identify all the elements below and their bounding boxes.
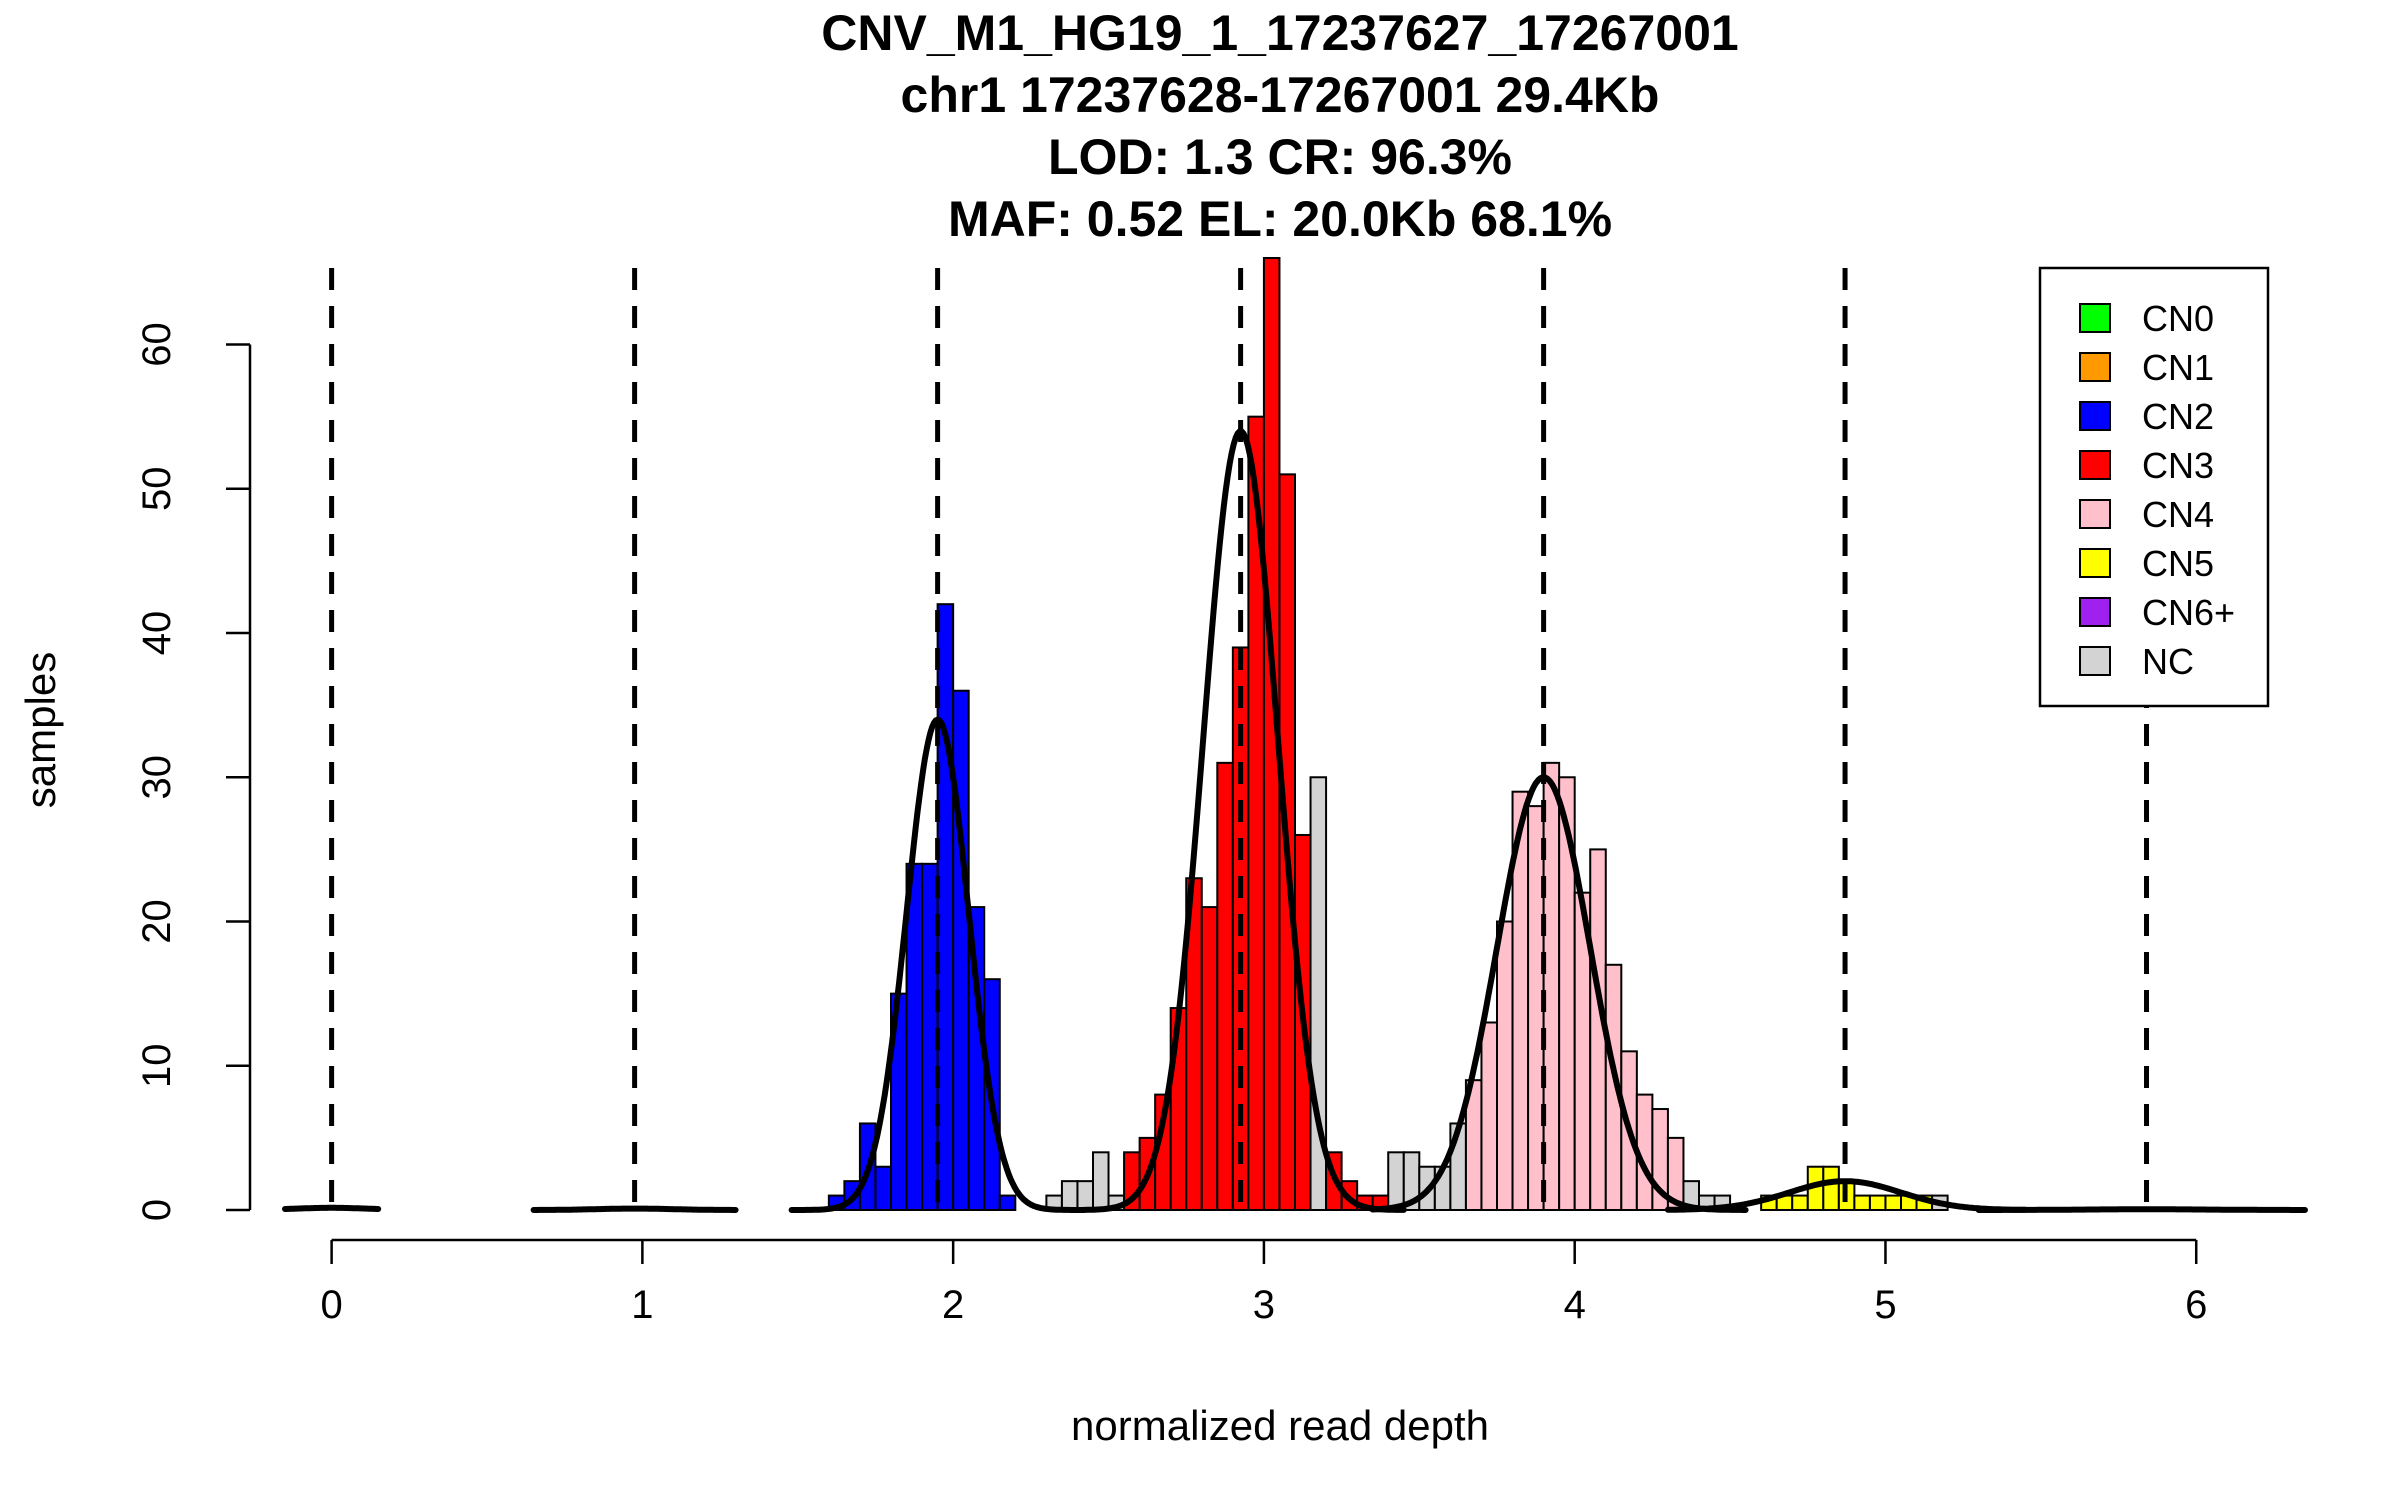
y-axis-title: samples [17,652,64,808]
fit-curve-cn6plus [1975,1206,2308,1213]
y-axis-ticks: 0 10 20 30 40 50 60 [135,322,250,1221]
legend-label: CN1 [2142,347,2214,388]
legend-swatch [2079,352,2111,382]
title-line-3: LOD: 1.3 CR: 96.3% [1048,129,1512,185]
y-tick-label: 30 [135,755,179,800]
legend-swatch [2079,303,2111,333]
gaussian-fit-curves [282,428,2308,1213]
legend-label: CN4 [2142,494,2214,535]
chart-title: CNV_M1_HG19_1_17237627_17267001 chr1 172… [821,5,1738,247]
x-tick-label: 3 [1253,1283,1275,1327]
x-tick-label: 1 [631,1283,653,1327]
x-tick-label: 0 [320,1283,342,1327]
fit-curve-cn0 [282,1204,382,1212]
histogram-bar [1200,906,1219,1211]
x-tick-label: 6 [2185,1283,2207,1327]
histogram-bar [1092,1151,1110,1211]
legend-items: CN0 CN1 CN2 CN3 CN4 CN5 CN6+ NC [2079,298,2235,682]
fit-curve-cn5 [1664,1178,2029,1213]
histogram-bar [1791,1194,1809,1212]
legend: CN0 CN1 CN2 CN3 CN4 CN5 CN6+ NC [2038,266,2270,708]
axes: 0 1 2 3 4 5 6 0 10 20 30 40 50 60 normalized read de… [17,322,2207,1449]
histogram-bar [952,689,970,1211]
legend-box [2038,266,2270,708]
histogram-bar [1868,1194,1887,1212]
fit-curve-cn2 [788,716,1087,1213]
legend-swatch [2079,548,2111,578]
title-line-2: chr1 17237628-17267001 29.4Kb [901,67,1660,123]
fit-curve-cn4 [1369,774,1749,1213]
x-axis-title: normalized read depth [1071,1402,1489,1449]
histogram-bar [1060,1180,1079,1211]
histogram-bar [1216,761,1234,1212]
y-tick-label: 10 [135,1044,179,1089]
legend-label: NC [2142,641,2194,682]
x-tick-label: 4 [1564,1283,1586,1327]
histogram-bar [1853,1194,1871,1212]
y-tick-label: 0 [135,1199,179,1221]
fit-curve-cn1 [530,1205,739,1213]
histogram-bars [827,257,1949,1212]
legend-swatch [2079,401,2111,431]
legend-swatch [2079,450,2111,480]
legend-label: CN3 [2142,445,2214,486]
histogram-bar [1822,1165,1840,1212]
histogram-bar [874,1165,893,1212]
y-tick-label: 20 [135,899,179,944]
title-line-4: MAF: 0.52 EL: 20.0Kb 68.1% [948,191,1612,247]
y-tick-label: 50 [135,467,179,512]
legend-label: CN6+ [2142,592,2235,633]
legend-swatch [2079,646,2111,676]
x-tick-label: 2 [942,1283,964,1327]
title-line-1: CNV_M1_HG19_1_17237627_17267001 [821,5,1738,61]
histogram-bar [1387,1151,1405,1211]
copy-number-guide-lines [329,268,2150,1210]
histogram-bar [1884,1194,1903,1212]
y-tick-label: 40 [135,611,179,656]
legend-swatch [2079,499,2111,529]
x-axis-ticks: 0 1 2 3 4 5 6 [320,1240,2207,1327]
histogram-bar [998,1194,1017,1212]
legend-label: CN2 [2142,396,2214,437]
y-tick-label: 60 [135,322,179,367]
histogram-bar [1496,920,1514,1211]
legend-label: CN0 [2142,298,2214,339]
fit-curve-cn3 [1080,428,1407,1213]
x-tick-label: 5 [1874,1283,1896,1327]
legend-swatch [2079,597,2111,627]
histogram-bar [1076,1180,1095,1211]
histogram-bar [1480,1021,1499,1212]
legend-label: CN5 [2142,543,2214,584]
